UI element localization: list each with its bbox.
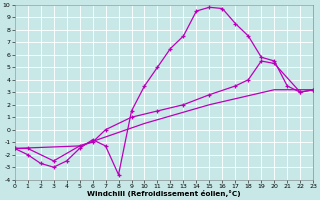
X-axis label: Windchill (Refroidissement éolien,°C): Windchill (Refroidissement éolien,°C)	[87, 190, 241, 197]
